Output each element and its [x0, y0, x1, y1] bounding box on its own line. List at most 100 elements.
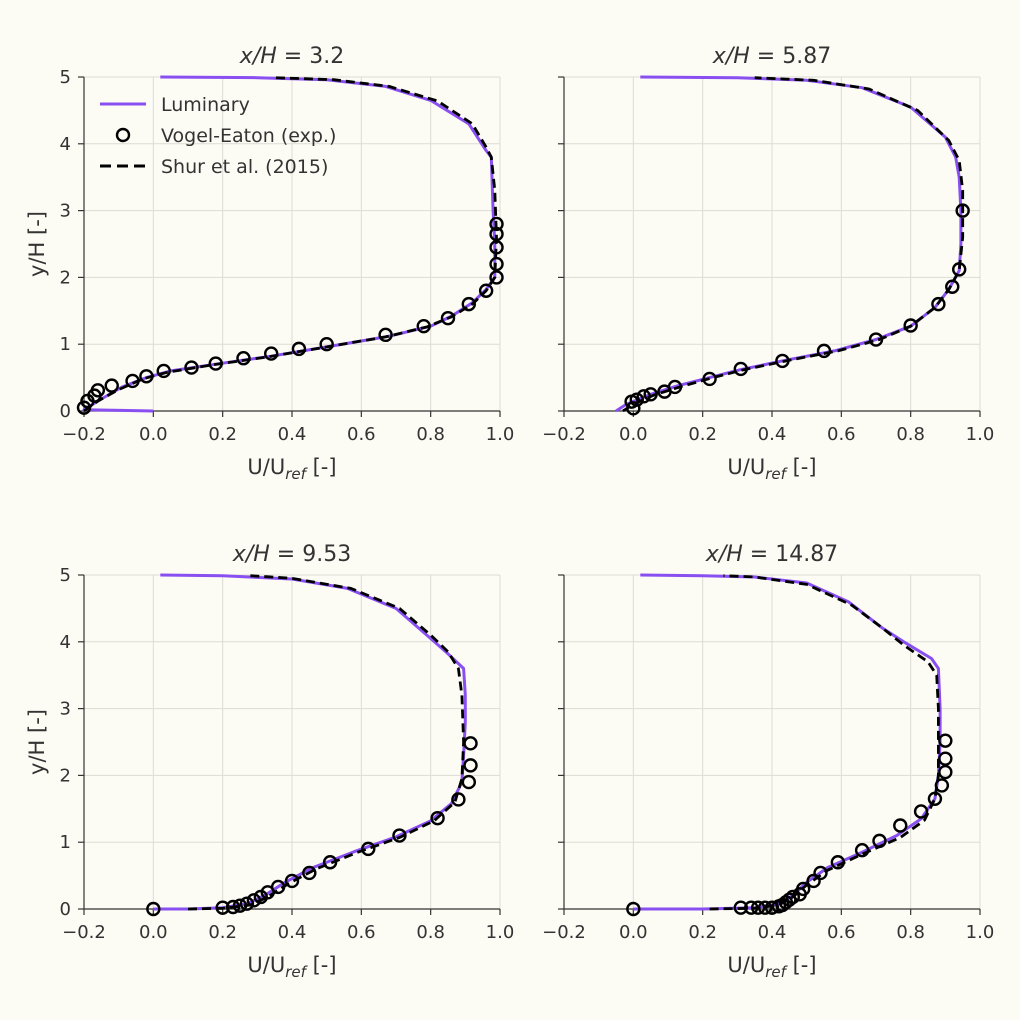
data-point-vogel-eaton — [463, 736, 478, 751]
x-tick-label: 0.8 — [416, 922, 445, 943]
panel-title: x/H = 9.53 — [232, 542, 351, 567]
data-point-vogel-eaton — [945, 279, 960, 294]
data-point-vogel-eaton — [955, 203, 970, 218]
legend-swatch-marker — [115, 127, 131, 143]
y-tick-label: 1 — [60, 832, 71, 853]
data-point-vogel-eaton — [489, 240, 504, 255]
panel-1: −0.2 0.0 0.2 0.4 0.6 0.8 1.0 0 1 2 3 4 5 x/H = 3.2 U/U… — [25, 44, 514, 483]
data-point-vogel-eaton — [757, 900, 773, 915]
y-tick-label: 4 — [60, 632, 71, 653]
x-tick-label: −0.2 — [542, 922, 586, 943]
y-tick-label: 0 — [60, 401, 71, 422]
x-tick-label: 0.2 — [208, 922, 237, 943]
data-point-vogel-eaton — [416, 318, 431, 334]
data-point-vogel-eaton — [489, 270, 504, 285]
data-point-vogel-eaton — [744, 900, 759, 915]
y-axis-label: y/H [-] — [25, 709, 49, 775]
x-tick-label: 0.8 — [416, 424, 445, 445]
x-tick-label: 0.8 — [896, 424, 925, 445]
data-point-vogel-eaton — [733, 900, 748, 915]
data-point-vogel-eaton — [264, 346, 279, 361]
x-tick-label: 0.2 — [208, 424, 237, 445]
legend-entry: Shur et al. (2015) — [100, 156, 328, 178]
data-point-vogel-eaton — [830, 855, 846, 870]
x-tick-label: 0.8 — [896, 922, 925, 943]
y-tick-label: 4 — [60, 134, 71, 155]
x-tick-label: 0.4 — [278, 424, 307, 445]
x-axis-label: U/Uref [-] — [247, 953, 336, 981]
data-point-vogel-eaton — [270, 879, 286, 895]
data-point-vogel-eaton — [868, 332, 884, 347]
data-point-vogel-eaton — [302, 865, 317, 881]
x-tick-label: 0.0 — [139, 424, 168, 445]
data-point-vogel-eaton — [489, 216, 504, 232]
data-point-vogel-eaton — [489, 256, 504, 272]
data-point-vogel-eaton — [913, 804, 929, 819]
series-line-shur — [622, 76, 965, 413]
x-axis-label: U/Uref [-] — [247, 455, 336, 483]
panel-4: −0.2 0.0 0.2 0.4 0.6 0.8 1.0 x/H = 14.87 U/Uref … — [542, 542, 994, 981]
x-tick-label: 0.2 — [688, 424, 717, 445]
legend-label: Vogel-Eaton (exp.) — [161, 125, 336, 147]
panels: −0.2 0.0 0.2 0.4 0.6 0.8 1.0 0 1 2 3 4 5 x/H = 3.2 U/U… — [25, 44, 994, 981]
data-point-vogel-eaton — [291, 341, 307, 357]
x-tick-label: 0.4 — [758, 922, 787, 943]
data-point-vogel-eaton — [139, 369, 154, 384]
data-point-vogel-eaton — [461, 774, 476, 790]
x-tick-label: 0.0 — [139, 922, 168, 943]
data-point-vogel-eaton — [146, 901, 161, 917]
data-point-vogel-eaton — [806, 873, 821, 889]
data-point-vogel-eaton — [284, 873, 300, 889]
data-point-vogel-eaton — [489, 226, 504, 242]
data-point-vogel-eaton — [750, 900, 766, 915]
y-tick-label: 5 — [60, 565, 71, 586]
data-point-vogel-eaton — [430, 810, 445, 826]
data-point-vogel-eaton — [854, 843, 870, 858]
x-tick-label: −0.2 — [542, 424, 586, 445]
panel-2: −0.2 0.0 0.2 0.4 0.6 0.8 1.0 x/H = 5.87 U/Uref [… — [542, 44, 994, 483]
data-point-vogel-eaton — [440, 310, 456, 326]
data-point-vogel-eaton — [626, 401, 641, 416]
y-tick-label: 1 — [60, 334, 71, 355]
data-point-vogel-eaton — [208, 356, 223, 371]
y-tick-label: 3 — [60, 699, 71, 720]
data-point-vogel-eaton — [319, 337, 334, 352]
data-point-vogel-eaton — [184, 360, 199, 375]
data-point-vogel-eaton — [931, 296, 946, 312]
x-tick-label: 1.0 — [486, 922, 515, 943]
panel-title: x/H = 5.87 — [712, 44, 831, 69]
data-point-vogel-eaton — [952, 262, 967, 277]
y-tick-label: 5 — [60, 67, 71, 88]
data-point-vogel-eaton — [813, 865, 828, 881]
x-tick-label: 0.4 — [758, 424, 787, 445]
x-tick-label: 0.4 — [278, 922, 307, 943]
y-tick-label: 2 — [60, 765, 71, 786]
data-point-vogel-eaton — [927, 791, 943, 806]
x-tick-label: 0.6 — [827, 424, 856, 445]
data-point-vogel-eaton — [733, 361, 748, 377]
data-point-vogel-eaton — [156, 363, 171, 379]
legend-label: Shur et al. (2015) — [161, 156, 328, 178]
data-point-vogel-eaton — [225, 899, 241, 915]
panel-title: x/H = 3.2 — [239, 44, 344, 69]
data-point-vogel-eaton — [215, 900, 230, 915]
legend-entry: Vogel-Eaton (exp.) — [115, 125, 336, 147]
legend-label: Luminary — [161, 94, 250, 116]
data-point-vogel-eaton — [893, 818, 908, 833]
data-point-vogel-eaton — [643, 387, 658, 402]
data-point-vogel-eaton — [872, 833, 887, 849]
x-tick-label: 1.0 — [966, 424, 995, 445]
series-line-shur — [187, 574, 465, 911]
data-point-vogel-eaton — [636, 389, 651, 404]
legend-entry: Luminary — [100, 94, 250, 116]
data-point-vogel-eaton — [232, 898, 248, 913]
x-tick-label: 0.6 — [347, 922, 376, 943]
data-point-vogel-eaton — [361, 841, 376, 857]
data-point-vogel-eaton — [451, 792, 466, 807]
data-point-vogel-eaton — [125, 373, 140, 389]
data-point-vogel-eaton — [785, 889, 800, 905]
y-axis-label: y/H [-] — [25, 211, 49, 277]
data-point-vogel-eaton — [629, 392, 644, 407]
data-point-vogel-eaton — [626, 901, 641, 917]
